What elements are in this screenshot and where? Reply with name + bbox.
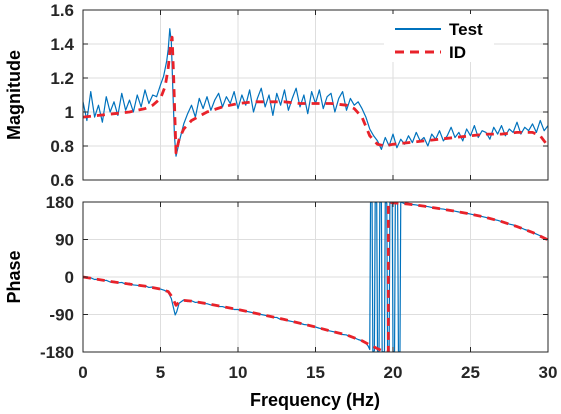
phase-y-tick-label: -180 [40, 343, 74, 362]
legend-label-test: Test [449, 20, 483, 39]
magnitude-y-tick-label: 0.6 [50, 171, 74, 190]
phase-test-line [83, 202, 548, 352]
magnitude-y-tick-label: 1.2 [50, 69, 74, 88]
legend: Test ID [384, 14, 494, 62]
phase-id-line [83, 202, 548, 352]
magnitude-axis-label: Magnitude [4, 50, 24, 140]
legend-label-id: ID [449, 43, 466, 62]
phase-y-tick-label: -90 [49, 306, 74, 325]
magnitude-test-line [83, 28, 548, 157]
x-tick-label: 20 [384, 363, 403, 382]
magnitude-y-tick-label: 1 [65, 103, 74, 122]
magnitude-y-tick-label: 0.8 [50, 137, 74, 156]
x-tick-label: 30 [539, 363, 558, 382]
magnitude-y-tick-label: 1.4 [50, 35, 74, 54]
magnitude-plot-frame [82, 9, 549, 181]
x-tick-label: 0 [78, 363, 87, 382]
phase-y-tick-label: 90 [55, 231, 74, 250]
frequency-axis-label: Frequency (Hz) [250, 390, 380, 410]
phase-panel: 0 5 10 15 20 25 30 -180 -90 0 90 180 [40, 193, 557, 382]
x-tick-label: 25 [461, 363, 480, 382]
phase-y-tick-label: 0 [65, 268, 74, 287]
magnitude-id-line [83, 35, 548, 155]
x-tick-label: 15 [306, 363, 325, 382]
magnitude-series-group [83, 28, 548, 157]
magnitude-axes-ticks: 0.6 0.8 1 1.2 1.4 1.6 [50, 1, 549, 190]
magnitude-y-tick-label: 1.6 [50, 1, 74, 20]
phase-plot-frame [82, 201, 549, 353]
phase-series-group [83, 202, 548, 352]
x-tick-label: 5 [156, 363, 165, 382]
phase-y-tick-label: 180 [46, 193, 74, 212]
phase-axis-label: Phase [4, 250, 24, 303]
legend-box [384, 14, 494, 62]
x-tick-label: 10 [229, 363, 248, 382]
phase-axes-ticks: 0 5 10 15 20 25 30 -180 -90 0 90 180 [40, 193, 557, 382]
